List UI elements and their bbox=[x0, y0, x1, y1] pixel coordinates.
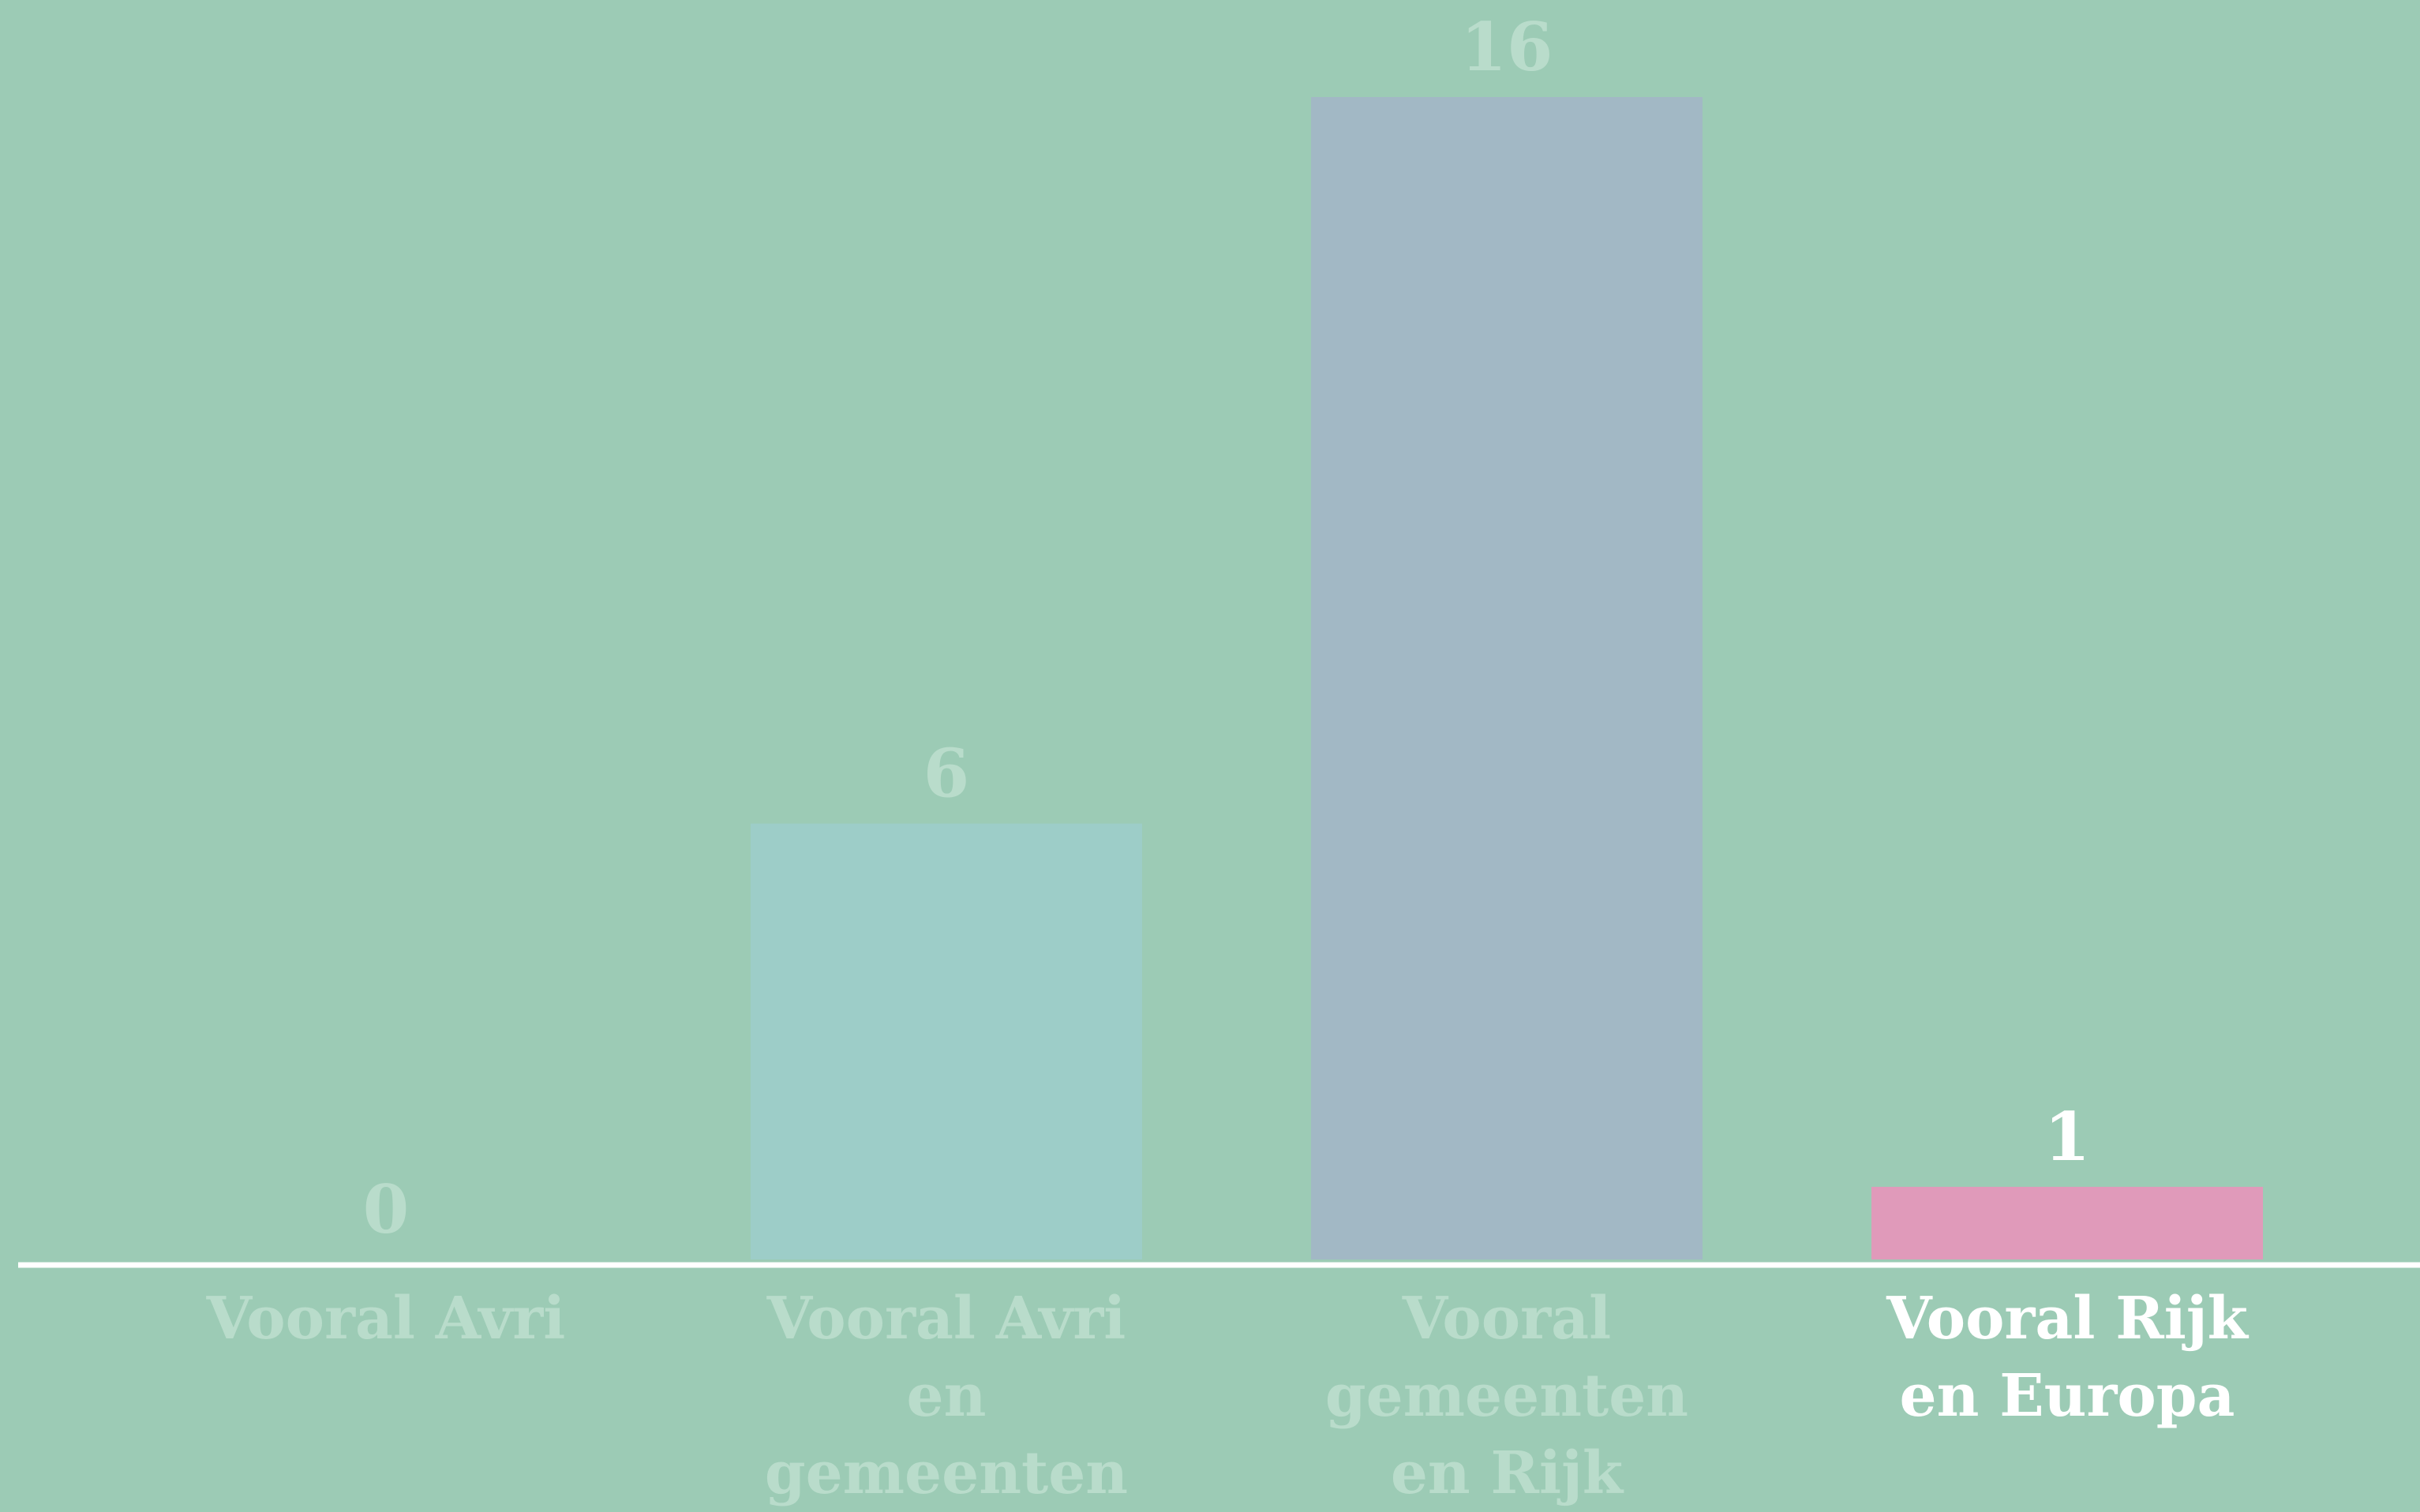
x-tick-label: Vooral gemeenten en Rijk bbox=[1324, 1285, 1689, 1507]
x-tick-label: Vooral Rijk en Europa bbox=[1886, 1285, 2248, 1430]
bar bbox=[751, 823, 1142, 1259]
value-label: 0 bbox=[363, 1170, 409, 1248]
x-tick-label: Vooral Avri bbox=[206, 1285, 566, 1353]
value-label: 16 bbox=[1461, 8, 1553, 86]
value-label: 6 bbox=[923, 735, 969, 813]
value-label: 1 bbox=[2044, 1098, 2090, 1176]
x-tick-label: Vooral Avri en gemeenten bbox=[764, 1285, 1129, 1507]
bar bbox=[1871, 1186, 2263, 1259]
bar bbox=[1311, 97, 1703, 1259]
